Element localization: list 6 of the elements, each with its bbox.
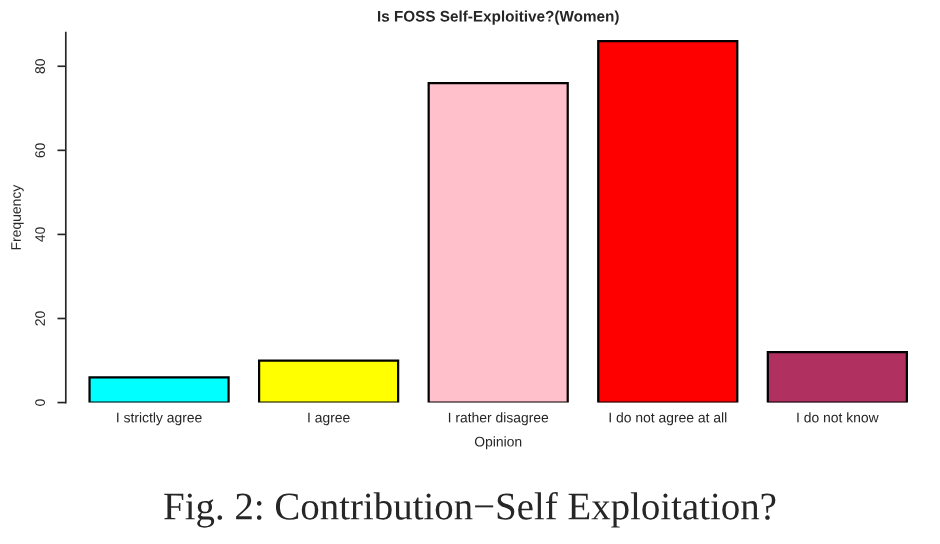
caption: Fig. 2: Contribution−Self Exploitation? xyxy=(164,491,776,528)
bar xyxy=(258,359,400,403)
bar xyxy=(427,81,569,403)
bar xyxy=(88,376,230,403)
bar xyxy=(766,351,908,403)
bar xyxy=(597,39,739,403)
